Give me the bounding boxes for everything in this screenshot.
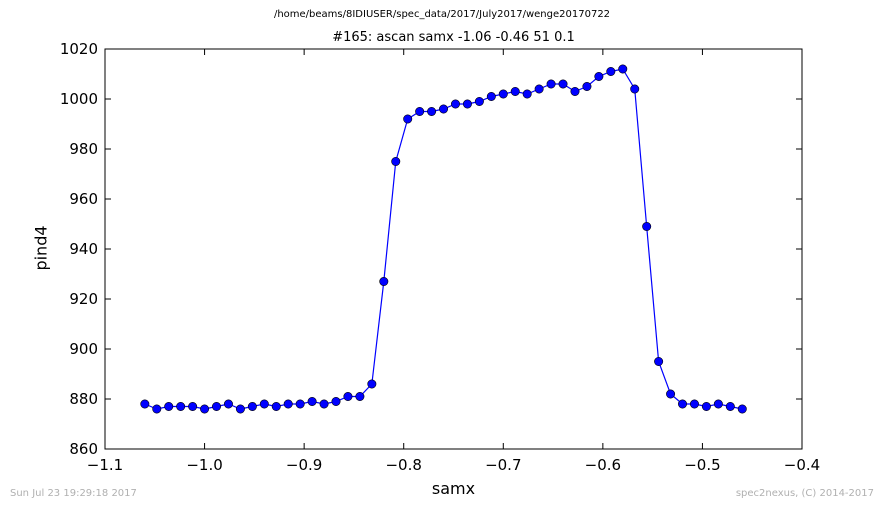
data-point	[606, 67, 616, 77]
data-point	[713, 399, 723, 409]
y-tick-label: 880	[69, 390, 98, 408]
data-point	[427, 107, 437, 117]
data-point	[439, 104, 449, 114]
data-point	[140, 399, 150, 409]
y-tick-label: 980	[69, 140, 98, 158]
y-tick-label: 940	[69, 240, 98, 258]
data-point	[594, 72, 604, 82]
data-point	[355, 391, 365, 401]
timestamp-footer: Sun Jul 23 19:29:18 2017	[10, 488, 137, 499]
data-point	[510, 87, 520, 97]
data-point	[642, 222, 652, 232]
data-point	[630, 84, 640, 94]
data-point	[391, 157, 401, 167]
data-point	[343, 391, 353, 401]
x-tick-label: −1.1	[87, 456, 123, 474]
data-point	[450, 99, 460, 109]
data-point	[379, 276, 389, 286]
x-tick-label: −0.5	[684, 456, 720, 474]
y-axis-label: pind4	[31, 225, 51, 271]
data-point	[176, 401, 186, 411]
data-point	[259, 399, 269, 409]
data-point	[725, 401, 735, 411]
data-point	[462, 99, 472, 109]
data-point	[212, 401, 222, 411]
data-point	[403, 114, 413, 124]
data-point	[307, 396, 317, 406]
data-point	[331, 396, 341, 406]
data-point	[678, 399, 688, 409]
data-point	[223, 399, 233, 409]
data-point	[247, 401, 257, 411]
data-point	[498, 89, 508, 99]
axes-frame	[104, 48, 803, 450]
data-point	[319, 399, 329, 409]
data-point	[570, 87, 580, 97]
data-point	[188, 401, 198, 411]
data-point	[164, 401, 174, 411]
chart-title: #165: ascan samx -1.06 -0.46 51 0.1	[332, 30, 575, 45]
series-layer	[140, 64, 747, 414]
data-point	[486, 92, 496, 102]
data-point	[701, 401, 711, 411]
copyright-footer: spec2nexus, (C) 2014-2017	[735, 488, 874, 499]
data-point	[534, 84, 544, 94]
x-tick-label: −0.7	[485, 456, 521, 474]
data-point	[546, 79, 556, 89]
data-point	[618, 64, 628, 74]
y-tick-label: 860	[69, 440, 98, 458]
data-point	[271, 401, 281, 411]
y-tick-label: 1020	[60, 40, 98, 58]
data-point	[367, 379, 377, 389]
data-point	[582, 82, 592, 92]
x-tick-label: −0.8	[385, 456, 421, 474]
data-point	[689, 399, 699, 409]
data-point	[283, 399, 293, 409]
x-tick-label: −0.6	[585, 456, 621, 474]
x-tick-label: −0.9	[286, 456, 322, 474]
data-point	[522, 89, 532, 99]
x-axis-label: samx	[431, 479, 476, 498]
data-point	[152, 404, 162, 414]
data-point	[558, 79, 568, 89]
data-point	[200, 404, 210, 414]
x-tick-label: −1.0	[186, 456, 222, 474]
series-line	[144, 68, 743, 410]
data-point	[666, 389, 676, 399]
figure-path-title: /home/beams/8IDIUSER/spec_data/2017/July…	[273, 9, 611, 20]
data-point	[654, 356, 664, 366]
y-tick-label: 920	[69, 290, 98, 308]
y-tick-label: 1000	[60, 90, 98, 108]
y-tick-label: 900	[69, 340, 98, 358]
ticks-layer: −1.1 −1.0 −0.9 −0.8 −0.7 −0.6 −0.5 −0.4 860 880 90…	[60, 40, 820, 474]
data-point	[474, 97, 484, 107]
data-point	[737, 404, 747, 414]
x-tick-label: −0.4	[784, 456, 820, 474]
data-point	[415, 107, 425, 117]
data-point	[235, 404, 245, 414]
y-tick-label: 960	[69, 190, 98, 208]
data-point	[295, 399, 305, 409]
